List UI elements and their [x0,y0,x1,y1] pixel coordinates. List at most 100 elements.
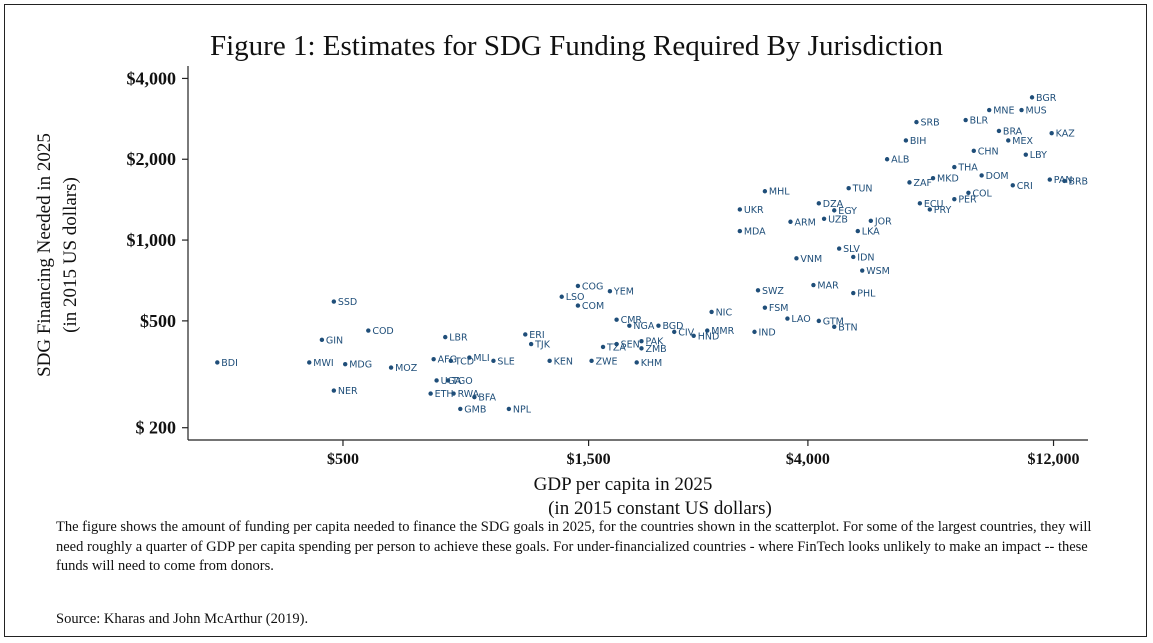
data-point-label: NIC [716,307,733,318]
data-point-label: COL [972,188,992,199]
data-point-label: CRI [1017,181,1033,192]
data-point-label: ECU [924,199,944,210]
data-point-label: SEN [621,340,640,351]
data-point-label: SLV [843,244,860,255]
chart-axes: $ 200 $500 $1,000 $2,000 $4,000 $500 $1,500 $4,… [34,66,1088,519]
data-point [860,268,865,273]
data-point-label: UKR [744,205,764,216]
data-point [1019,107,1024,113]
data-point [737,207,743,212]
data-point-label: LSO [566,292,585,303]
data-point-label: ARM [794,217,815,228]
data-point [451,391,456,396]
data-point [709,309,714,315]
data-point-label: JOR [874,216,892,227]
data-point [343,361,348,367]
data-point-label: MWI [313,358,333,369]
data-point [523,332,528,337]
data-point-label: WSM [866,266,890,277]
data-point [927,207,933,212]
x-tick-label: $4,000 [786,451,830,468]
data-point-label: MUS [1026,106,1047,117]
data-point [331,388,337,393]
data-point [884,157,890,162]
data-point [794,256,799,261]
data-point [996,128,1002,134]
data-point-label: MKD [937,174,959,185]
data-point-label: TUN [852,184,873,195]
data-point-label: BDI [221,358,238,369]
data-point-label: MOZ [395,363,418,374]
data-point [634,360,639,365]
data-point-label: TGO [451,376,473,387]
data-point-label: HND [698,331,720,342]
data-point [607,288,613,294]
data-point [458,406,463,412]
data-point [575,283,581,289]
data-point-label: MEX [1012,136,1033,147]
data-point-label: BTN [838,322,857,333]
data-point [589,358,594,364]
data-point [846,186,851,191]
data-point-label: COM [582,301,604,312]
data-point-label: SLE [497,356,514,367]
data-point-label: DOM [986,171,1009,182]
data-point [639,339,644,344]
data-point [366,328,371,333]
data-point [762,305,768,310]
data-point-label: DZA [823,199,844,210]
data-point [737,228,743,234]
data-point [672,329,677,335]
data-point-label: PHL [857,289,876,300]
y-tick-label: $2,000 [127,149,177,169]
data-point-label: BRB [1068,176,1088,187]
data-point [1047,177,1052,182]
data-point-label: UGA [441,376,462,387]
x-axis-title: (in 2015 constant US dollars) [548,498,772,519]
data-point [614,341,619,347]
data-point [755,288,761,293]
data-point-label: MHL [769,187,790,198]
data-point-label: NPL [513,404,532,415]
data-point-label: TJK [534,340,551,351]
data-point-label: SWZ [762,286,784,297]
data-point [1049,131,1054,136]
data-point [914,119,919,125]
data-point [1023,152,1028,157]
data-point [467,355,472,360]
data-point [506,406,512,412]
data-point [1010,183,1015,188]
data-point-label: GMB [464,404,486,415]
data-point-label: LBR [449,333,468,344]
x-tick-label: $500 [327,451,359,468]
figure-source: Source: Kharas and John McArthur (2019). [56,611,309,627]
data-point [979,173,984,178]
data-point [705,328,710,333]
data-point-label: RWA [458,389,480,400]
data-point [963,117,968,123]
data-point [614,317,619,322]
data-point-label: LBY [1030,150,1047,161]
data-point-label: EGY [838,206,857,217]
data-point [785,316,790,321]
data-point-label: MAR [817,281,839,292]
data-point-label: IDN [857,252,874,263]
data-point [528,341,534,347]
data-point-label: MLI [473,353,489,364]
data-point-label: COG [582,281,603,292]
y-tick-label: $1,000 [127,230,177,250]
data-point [917,201,923,206]
data-point [388,365,394,370]
data-point [639,346,644,351]
data-point [952,164,957,170]
data-point-label: ZMB [645,344,666,355]
data-point [331,299,337,304]
y-tick-label: $ 200 [136,418,177,438]
data-point [851,254,856,260]
data-point-label: COD [372,326,393,337]
data-point-label: CHN [978,146,999,157]
y-axis-title: (in 2015 US dollars) [60,177,81,333]
data-point-label: YEM [613,287,634,298]
data-point-label: LAO [791,314,810,325]
